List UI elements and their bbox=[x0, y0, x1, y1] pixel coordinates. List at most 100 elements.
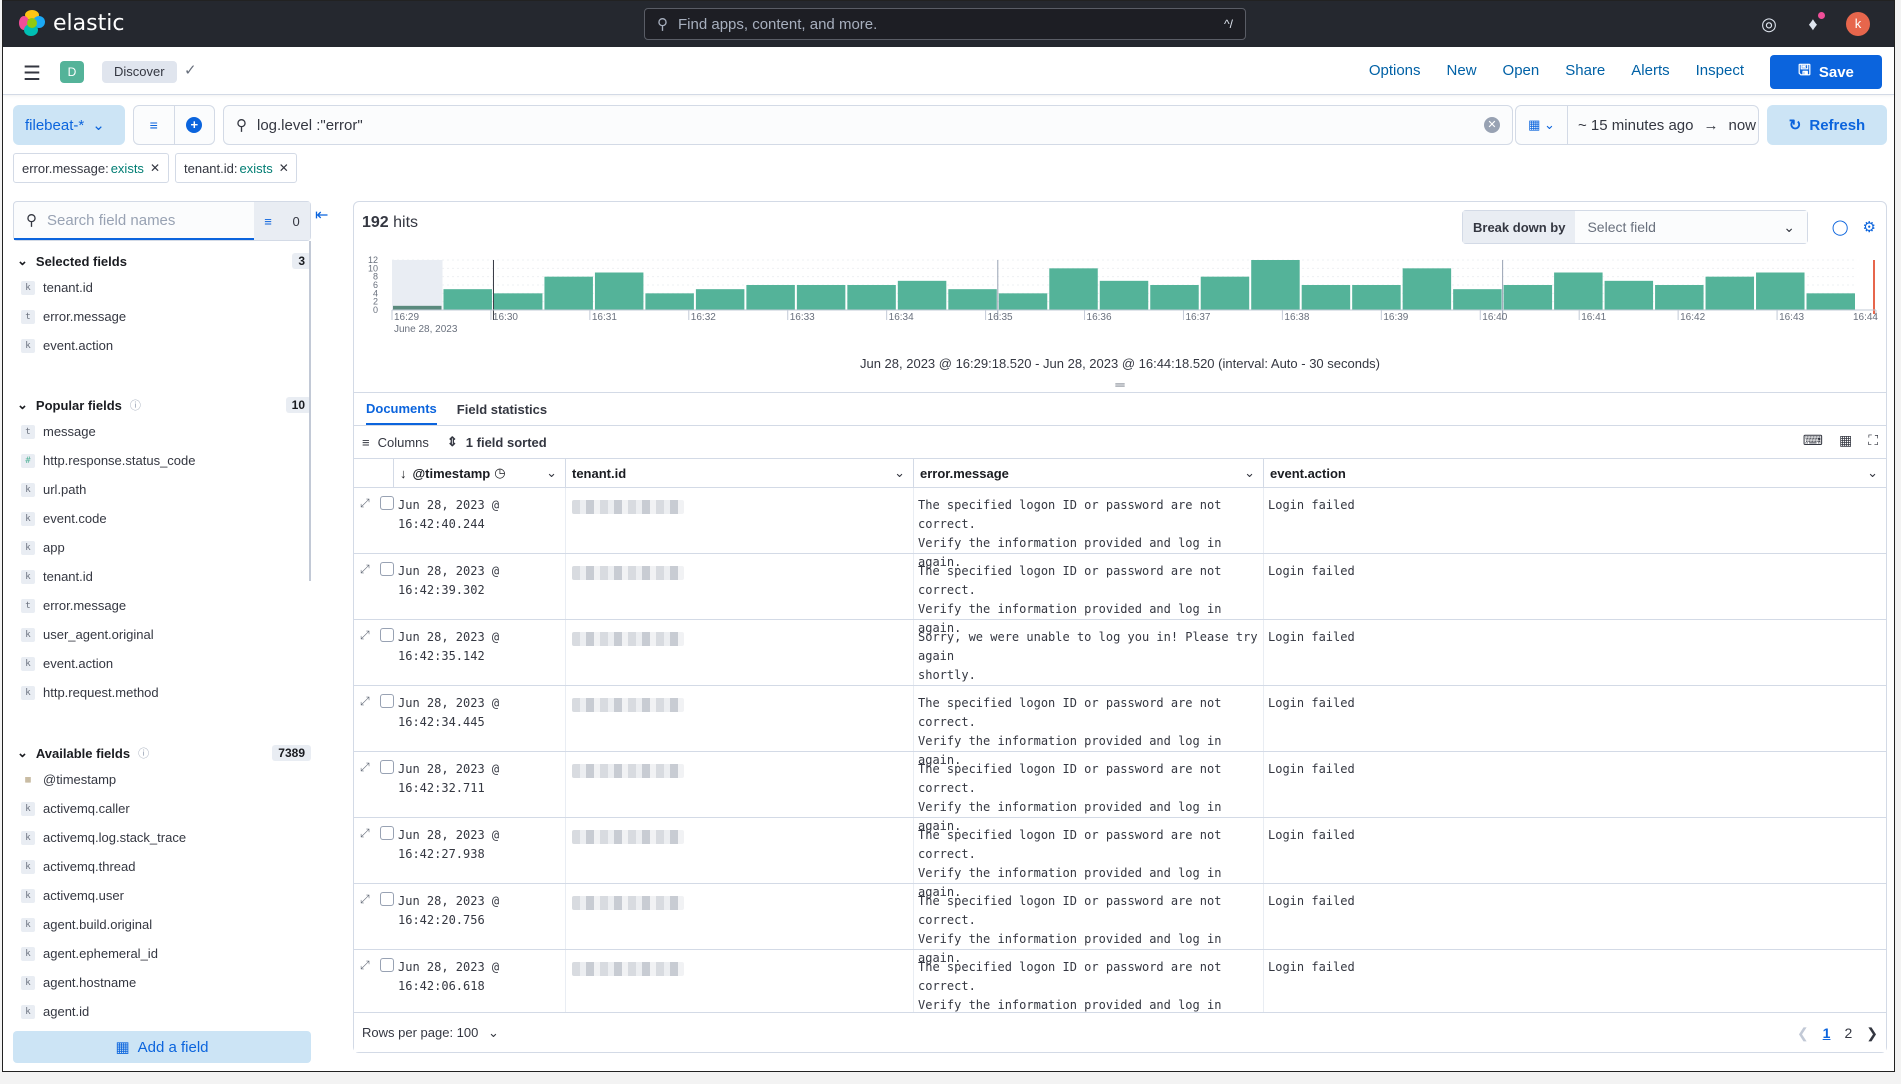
row-checkbox[interactable] bbox=[380, 760, 394, 774]
help-icon[interactable]: ◎ bbox=[1761, 14, 1777, 34]
add-field-button[interactable]: ▦ Add a field bbox=[13, 1031, 311, 1063]
page-1-link[interactable]: 1 bbox=[1822, 1025, 1831, 1041]
next-page-icon[interactable]: ❯ bbox=[1866, 1025, 1878, 1041]
cell-timestamp[interactable]: Jun 28, 2023 @ 16:42:32.711 bbox=[394, 752, 566, 817]
chevron-down-icon[interactable]: ⌄ bbox=[894, 465, 905, 480]
column-header-timestamp[interactable]: ↓ @timestamp ◷ ⌄ bbox=[394, 459, 566, 487]
field-item[interactable]: t message bbox=[13, 417, 311, 446]
inspect-link[interactable]: Inspect bbox=[1695, 62, 1744, 79]
prev-page-icon[interactable]: ❮ bbox=[1796, 1025, 1809, 1041]
field-item[interactable]: k activemq.thread bbox=[13, 852, 311, 881]
tab-documents[interactable]: Documents bbox=[366, 393, 437, 425]
calendar-icon[interactable]: ▦ ⌄ bbox=[1516, 106, 1568, 144]
space-avatar[interactable]: D bbox=[60, 61, 84, 83]
expand-row-icon[interactable]: ⤢ bbox=[360, 826, 370, 840]
cell-tenant-id[interactable] bbox=[566, 884, 914, 949]
cell-tenant-id[interactable] bbox=[566, 686, 914, 751]
field-item[interactable]: t error.message bbox=[13, 302, 311, 331]
time-to[interactable]: now bbox=[1728, 116, 1757, 134]
cell-event-action[interactable]: Login failed bbox=[1268, 630, 1355, 644]
cell-tenant-id[interactable] bbox=[566, 818, 914, 883]
columns-button[interactable]: ≡ Columns bbox=[362, 435, 429, 450]
cell-event-action[interactable]: Login failed bbox=[1268, 498, 1355, 512]
row-checkbox[interactable] bbox=[380, 694, 394, 708]
field-search-input[interactable]: ⚲ Search field names bbox=[14, 202, 254, 240]
close-icon[interactable]: ✕ bbox=[278, 161, 289, 175]
row-checkbox[interactable] bbox=[380, 496, 394, 510]
global-search-input[interactable]: ⚲ Find apps, content, and more. ^/ bbox=[644, 8, 1246, 40]
info-icon[interactable]: ⓘ bbox=[138, 748, 150, 760]
cell-tenant-id[interactable] bbox=[566, 752, 914, 817]
row-checkbox[interactable] bbox=[380, 562, 394, 576]
expand-row-icon[interactable]: ⤢ bbox=[360, 760, 370, 774]
table-row[interactable]: ⤢ Jun 28, 2023 @ 16:42:35.142 Sorry, we we… bbox=[354, 620, 1886, 686]
cell-error-message[interactable]: The specified logon ID or password are n… bbox=[914, 884, 1264, 965]
info-icon[interactable]: ⓘ bbox=[129, 400, 141, 412]
page-2-link[interactable]: 2 bbox=[1844, 1025, 1853, 1041]
data-view-picker[interactable]: filebeat-* ⌄ bbox=[13, 105, 125, 145]
notifications-icon[interactable]: ♦ bbox=[1802, 12, 1825, 35]
row-checkbox[interactable] bbox=[380, 826, 394, 840]
cell-timestamp[interactable]: Jun 28, 2023 @ 16:42:27.938 bbox=[394, 818, 566, 883]
save-button[interactable]: 🖫 Save bbox=[1770, 55, 1882, 89]
expand-row-icon[interactable]: ⤢ bbox=[360, 694, 370, 708]
alerts-link[interactable]: Alerts bbox=[1631, 62, 1670, 79]
refresh-button[interactable]: ↻ Refresh bbox=[1767, 105, 1887, 145]
expand-row-icon[interactable]: ⤢ bbox=[360, 958, 370, 972]
cell-event-action[interactable]: Login failed bbox=[1268, 696, 1355, 710]
cell-timestamp[interactable]: Jun 28, 2023 @ 16:42:39.302 bbox=[394, 554, 566, 619]
field-item[interactable]: t error.message bbox=[13, 591, 311, 620]
row-checkbox[interactable] bbox=[380, 958, 394, 972]
selected-fields-header[interactable]: ⌄ Selected fields 3 bbox=[13, 249, 311, 273]
column-header-tenant-id[interactable]: tenant.id ⌄ bbox=[566, 459, 914, 487]
chevron-down-icon[interactable]: ⌄ bbox=[1244, 465, 1255, 480]
chart-settings-icon[interactable]: ⚙ bbox=[1862, 219, 1876, 236]
close-icon[interactable]: ✕ bbox=[149, 161, 160, 175]
clear-icon[interactable]: ✕ bbox=[1484, 117, 1500, 133]
field-item[interactable]: k agent.build.original bbox=[13, 910, 311, 939]
cell-error-message[interactable]: The specified logon ID or password are n… bbox=[914, 686, 1264, 767]
field-item[interactable]: k agent.ephemeral_id bbox=[13, 939, 311, 968]
cell-error-message[interactable]: The specified logon ID or password are n… bbox=[914, 818, 1264, 899]
save-visualization-icon[interactable]: ◯ bbox=[1831, 219, 1849, 236]
available-fields-header[interactable]: ⌄ Available fields ⓘ 7389 bbox=[13, 741, 311, 765]
chevron-down-icon[interactable]: ⌄ bbox=[1867, 465, 1878, 480]
chevron-down-icon[interactable]: ⌄ bbox=[546, 465, 557, 480]
tab-field-statistics[interactable]: Field statistics bbox=[456, 401, 548, 417]
column-header-event-action[interactable]: event.action ⌄ bbox=[1264, 459, 1886, 487]
options-link[interactable]: Options bbox=[1368, 62, 1421, 79]
resize-handle-icon[interactable]: ═ bbox=[1115, 377, 1125, 392]
hamburger-menu-icon[interactable]: ☰ bbox=[23, 63, 41, 85]
table-row[interactable]: ⤢ Jun 28, 2023 @ 16:42:06.618 The specifie… bbox=[354, 950, 1886, 1012]
field-item[interactable]: k tenant.id bbox=[13, 273, 311, 302]
density-icon[interactable]: ▦ bbox=[1838, 432, 1853, 448]
collapse-sidebar-icon[interactable]: ⇤ bbox=[315, 207, 329, 224]
cell-error-message[interactable]: The specified logon ID or password are n… bbox=[914, 554, 1264, 635]
cell-error-message[interactable]: The specified logon ID or password are n… bbox=[914, 488, 1264, 569]
table-row[interactable]: ⤢ Jun 28, 2023 @ 16:42:34.445 The specifie… bbox=[354, 686, 1886, 767]
cell-tenant-id[interactable] bbox=[566, 620, 914, 685]
cell-tenant-id[interactable] bbox=[566, 488, 914, 553]
cell-error-message[interactable]: The specified logon ID or password are n… bbox=[914, 752, 1264, 833]
user-avatar[interactable]: k bbox=[1846, 12, 1870, 36]
kql-query-input[interactable]: ⚲ log.level :"error" ✕ bbox=[223, 105, 1513, 145]
cell-timestamp[interactable]: Jun 28, 2023 @ 16:42:35.142 bbox=[394, 620, 566, 685]
field-item[interactable]: k event.code bbox=[13, 504, 311, 533]
field-item[interactable]: k activemq.caller bbox=[13, 794, 311, 823]
cell-timestamp[interactable]: Jun 28, 2023 @ 16:42:20.756 bbox=[394, 884, 566, 949]
field-item[interactable]: k url.path bbox=[13, 475, 311, 504]
sort-button[interactable]: ⇕ 1 field sorted bbox=[447, 434, 547, 450]
add-filter-button[interactable]: + bbox=[175, 106, 215, 144]
popular-fields-header[interactable]: ⌄ Popular fields ⓘ 10 bbox=[13, 393, 311, 417]
filter-pill-error-message[interactable]: error.message: exists ✕ bbox=[13, 153, 169, 183]
cell-timestamp[interactable]: Jun 28, 2023 @ 16:42:34.445 bbox=[394, 686, 566, 751]
table-row[interactable]: ⤢ Jun 28, 2023 @ 16:42:40.244 The specifie… bbox=[354, 488, 1886, 569]
expand-row-icon[interactable]: ⤢ bbox=[360, 892, 370, 906]
cell-event-action[interactable]: Login failed bbox=[1268, 828, 1355, 842]
rows-per-page[interactable]: Rows per page: 100 ⌄ bbox=[362, 1025, 499, 1041]
filter-pill-tenant-id[interactable]: tenant.id: exists ✕ bbox=[175, 153, 297, 183]
field-item[interactable]: # http.response.status_code bbox=[13, 446, 311, 475]
cell-event-action[interactable]: Login failed bbox=[1268, 960, 1355, 974]
cell-tenant-id[interactable] bbox=[566, 554, 914, 619]
